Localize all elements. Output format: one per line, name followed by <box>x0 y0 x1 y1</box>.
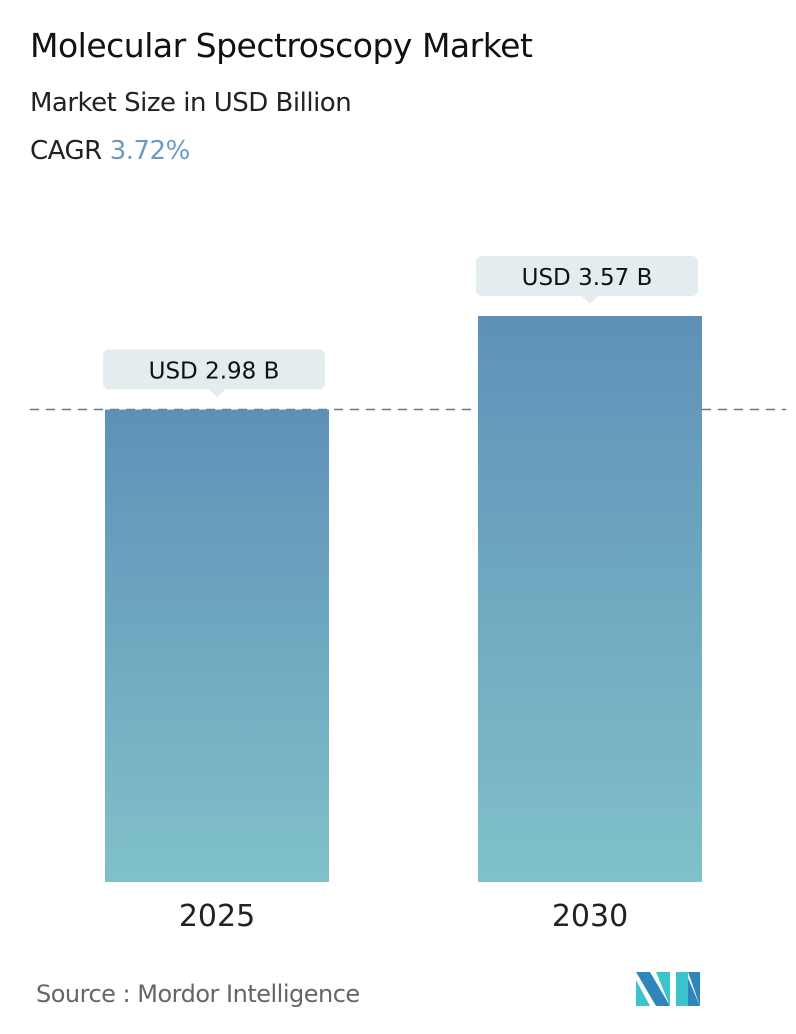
cagr: CAGR 3.72% <box>30 136 190 166</box>
chart-title: Molecular Spectroscopy Market <box>30 26 533 65</box>
cagr-label: CAGR <box>30 136 102 166</box>
bar-2025 <box>105 409 329 882</box>
x-tick-label: 2030 <box>552 899 628 934</box>
data-label-pointer <box>582 296 598 304</box>
data-label-bubble <box>103 349 325 390</box>
data-label-bubble <box>476 256 698 296</box>
bar-2030 <box>478 316 702 882</box>
data-label: USD 2.98 B <box>149 359 280 385</box>
x-tick-label: 2025 <box>179 899 255 934</box>
mordor-intelligence-logo <box>636 972 700 1006</box>
data-label-pointer <box>209 389 225 398</box>
chart-subtitle: Market Size in USD Billion <box>30 88 352 118</box>
source-text: Source : Mordor Intelligence <box>36 980 360 1008</box>
data-label: USD 3.57 B <box>522 265 653 291</box>
bar-chart: USD 2.98 B 2025 USD 3.57 B 2030 <box>30 256 786 934</box>
cagr-value: 3.72% <box>109 136 191 166</box>
